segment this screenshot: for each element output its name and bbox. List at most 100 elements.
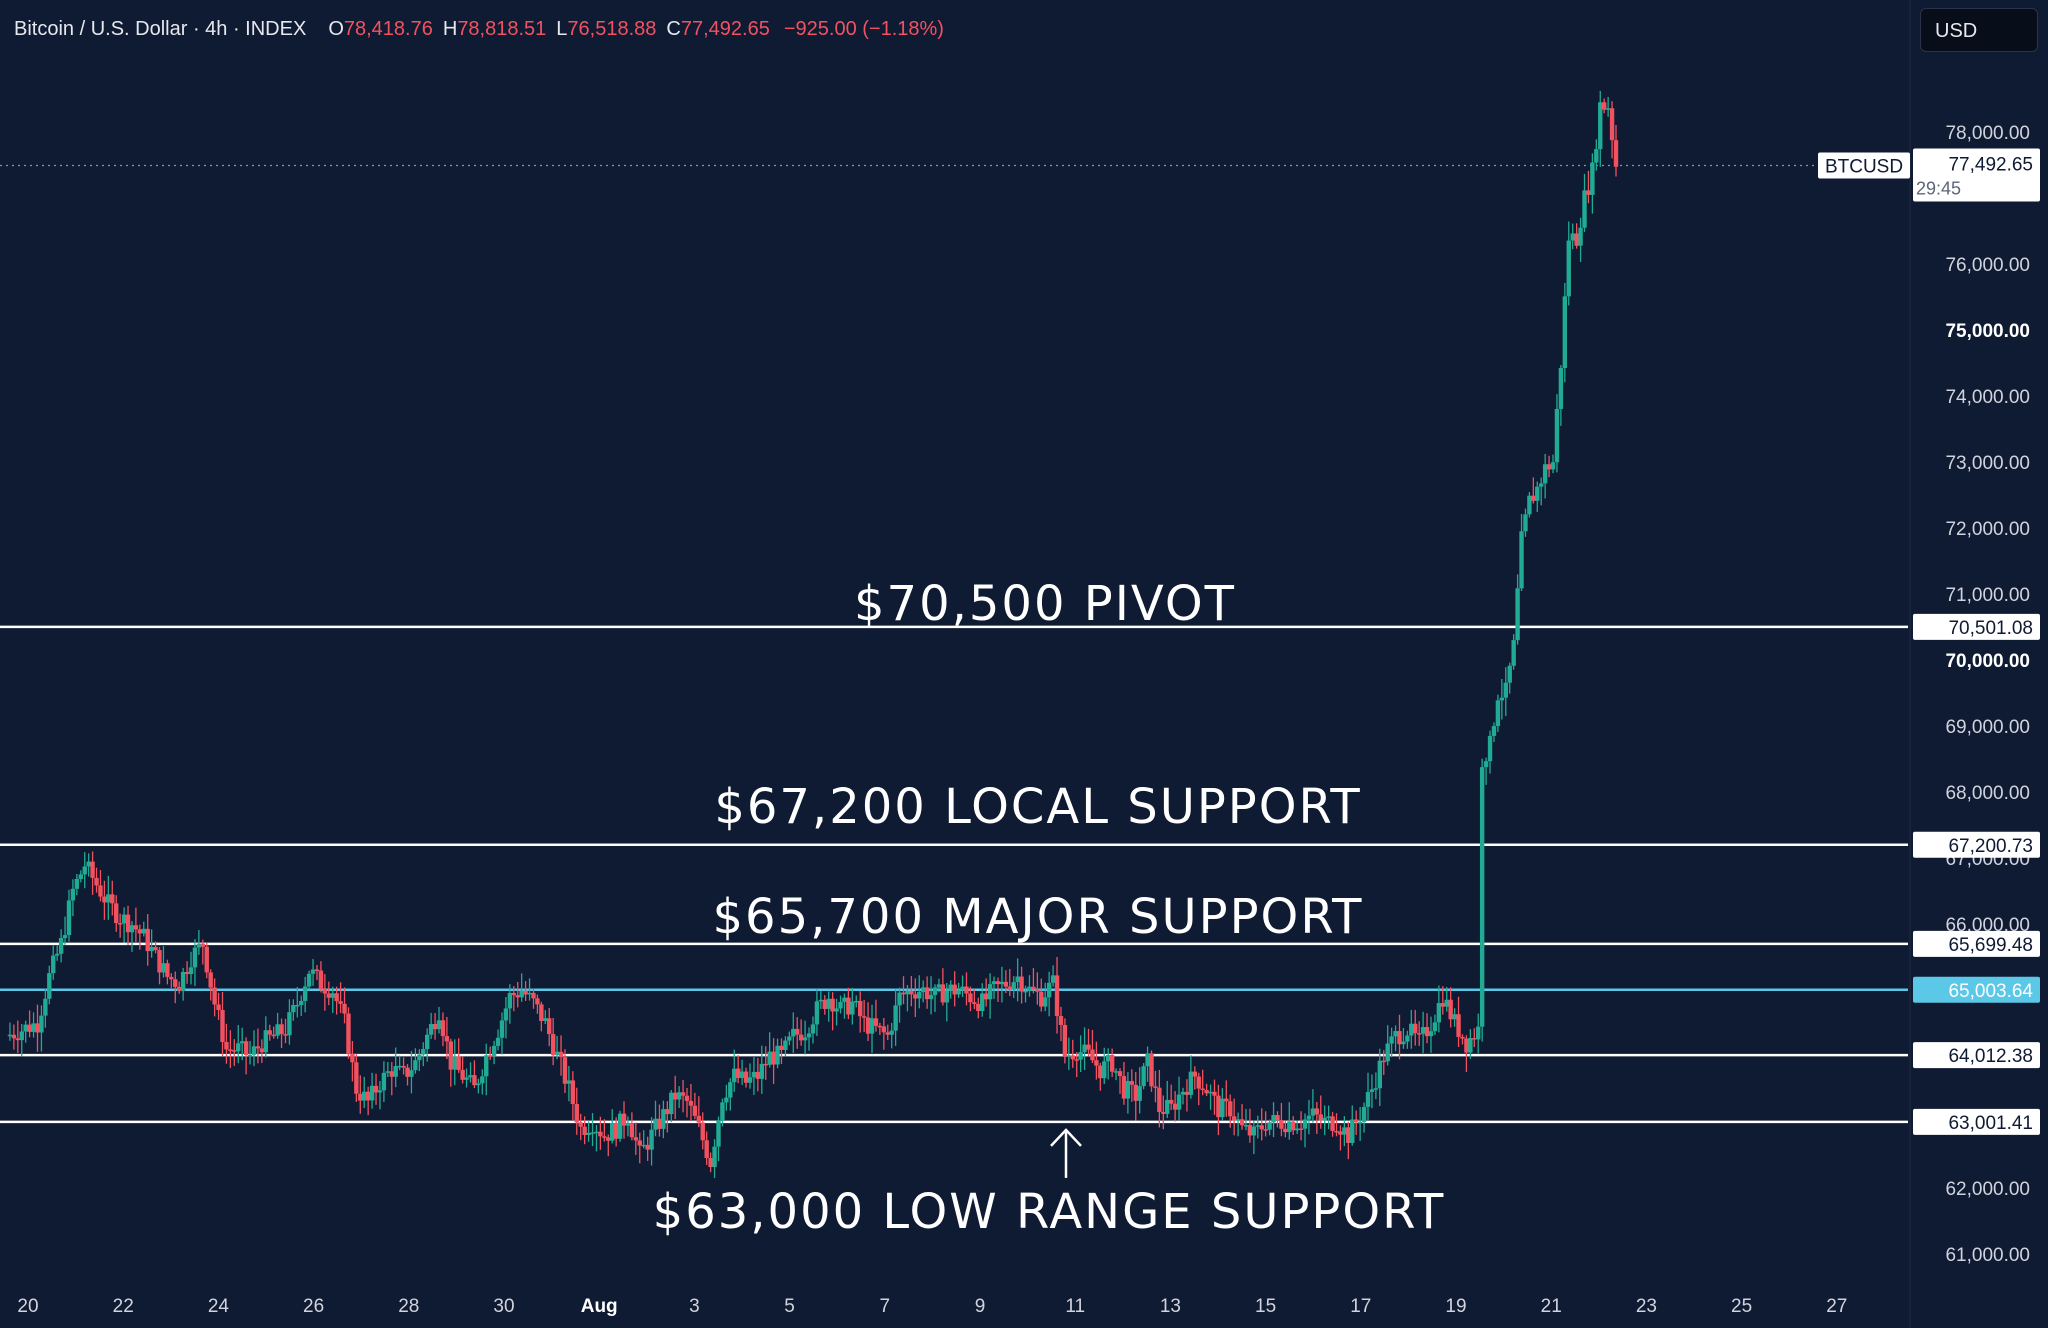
candle-body [1165, 1099, 1170, 1114]
candle-body [999, 981, 1005, 985]
candle [1023, 985, 1028, 1003]
candle-body [787, 1036, 792, 1041]
candle [342, 987, 347, 1024]
candle-body [1058, 1015, 1064, 1025]
candle-body [1153, 1086, 1158, 1088]
symbol-tag[interactable] [1818, 152, 1910, 179]
level-lines-layer [0, 164, 1908, 1124]
candle-body [972, 1002, 977, 1004]
candle-body [1361, 1106, 1367, 1122]
candle [684, 1087, 690, 1118]
candle-body [1251, 1126, 1257, 1136]
candle [350, 1041, 355, 1082]
level-price-tag[interactable] [1913, 1042, 2040, 1069]
candle-body [1082, 1044, 1087, 1053]
candle [779, 1038, 784, 1064]
price-axis[interactable]: 78,000.00 76,000.00 75,000.00 74,000.00 73,0… [1818, 0, 2040, 1328]
level-price-tag[interactable] [1913, 930, 2040, 957]
candle-body [1090, 1049, 1095, 1061]
candle-body [944, 990, 950, 1003]
candle [283, 1018, 288, 1044]
candle-body [487, 1055, 493, 1057]
candle-body [1117, 1071, 1123, 1077]
candle [393, 1047, 398, 1088]
candle-body [672, 1092, 678, 1100]
candle-body [1539, 483, 1544, 487]
candle [1523, 508, 1528, 537]
candle [377, 1081, 383, 1110]
candle-body [314, 969, 320, 971]
candle-body [665, 1109, 670, 1115]
candle [1046, 971, 1052, 1017]
candle-body [263, 1030, 269, 1053]
candle [1035, 972, 1040, 1005]
candle [527, 978, 532, 1001]
candle [47, 965, 52, 1005]
candle [554, 1035, 560, 1060]
candle [1291, 1116, 1296, 1135]
candle-body [1550, 462, 1556, 470]
candle [1511, 634, 1516, 670]
candle [858, 991, 863, 1033]
candle-body [346, 1013, 351, 1054]
candle [263, 1016, 269, 1058]
candle-body [362, 1091, 367, 1101]
candle-body [1416, 1033, 1422, 1035]
x-tick-label: 19 [1445, 1296, 1466, 1317]
candle-body [1192, 1071, 1198, 1077]
candle [1062, 1018, 1068, 1064]
level-price-tag[interactable] [1913, 976, 2040, 1003]
candle-body [1228, 1101, 1233, 1117]
candle-body [275, 1024, 280, 1036]
candle [1212, 1079, 1217, 1115]
candle-body [177, 986, 182, 992]
candle [82, 852, 87, 889]
candle [1172, 1091, 1178, 1122]
candle [1361, 1102, 1367, 1133]
level-price-tag[interactable] [1913, 831, 2040, 858]
candle-body [1314, 1108, 1320, 1115]
level-price-tag-label: 63,001.41 [1948, 1113, 2033, 1134]
candle-body [401, 1065, 406, 1068]
candle [1149, 1050, 1154, 1092]
candle-body [976, 1003, 981, 1012]
candle [566, 1065, 572, 1102]
candle [1590, 153, 1595, 214]
candle-body [165, 963, 170, 977]
candle-body [1409, 1023, 1414, 1036]
candle [1479, 758, 1485, 1042]
candle-body [1542, 464, 1548, 484]
candle-body [259, 1048, 265, 1053]
candle [503, 996, 509, 1039]
candle-body [161, 963, 166, 973]
candle [653, 1100, 658, 1137]
time-axis[interactable]: 20 22 24 26 28 30 Aug 3 5 7 9 11 13 15 17 19 21 23 25 27 [17, 1296, 1847, 1317]
candle [995, 977, 1001, 1002]
candle-body [279, 1024, 284, 1035]
candle [1294, 1120, 1300, 1134]
candle-body [216, 1004, 221, 1011]
candle-body [31, 1023, 36, 1032]
candle [1464, 1035, 1469, 1073]
candle-body [1531, 495, 1536, 501]
level-price-tag[interactable] [1913, 1108, 2040, 1135]
x-tick-label: Aug [581, 1296, 618, 1317]
currency-selector[interactable]: USD [1920, 8, 2038, 52]
candle [889, 1022, 894, 1049]
candle-body [917, 992, 922, 999]
candle-body [909, 990, 914, 995]
candle-body [1613, 140, 1619, 167]
level-price-tag[interactable] [1913, 613, 2040, 640]
candle [716, 1116, 721, 1162]
candle-body [114, 903, 119, 924]
candle [897, 987, 902, 1023]
candle [405, 1064, 410, 1086]
candle [1401, 1027, 1406, 1049]
candle [1416, 1021, 1422, 1046]
symbol-title[interactable]: Bitcoin / U.S. Dollar · 4h · INDEX [14, 17, 307, 40]
candle-body [1326, 1116, 1331, 1118]
candle [354, 1053, 359, 1102]
last-price-tag[interactable] [1913, 148, 2040, 202]
candle [1582, 173, 1587, 232]
